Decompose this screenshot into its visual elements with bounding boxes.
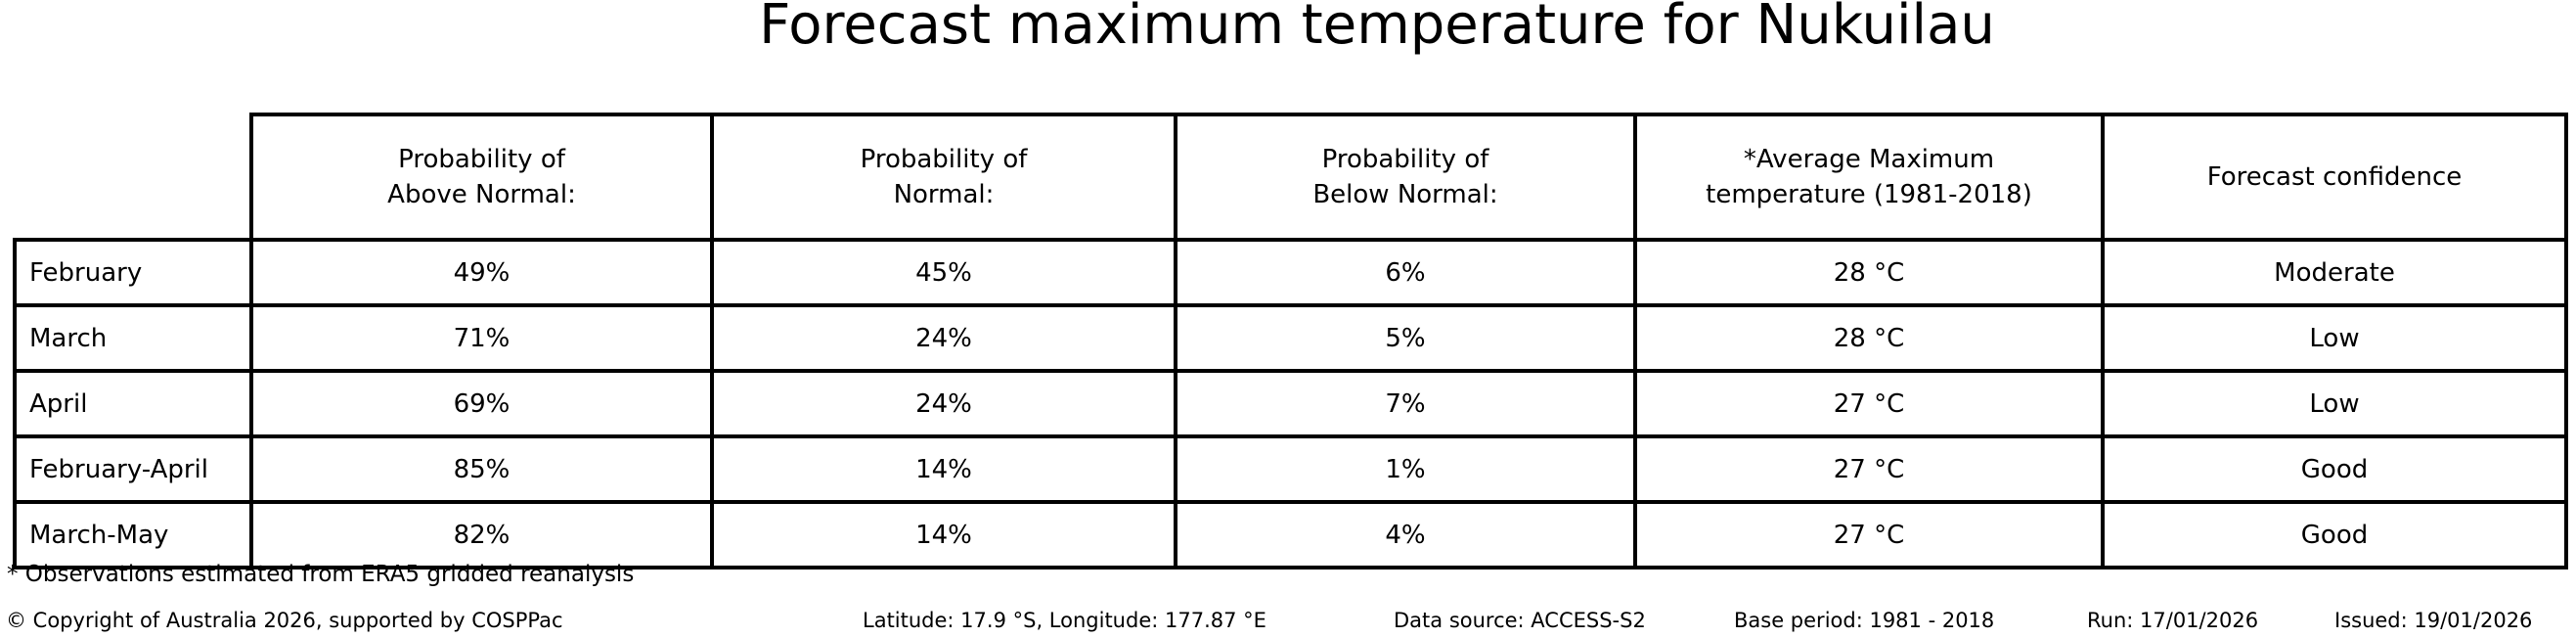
cell-above-normal: 82% (249, 500, 714, 570)
col-header-avg-max-temp: *Average Maximum temperature (1981-2018) (1633, 113, 2105, 242)
header-row: Probability of Above Normal: Probability… (15, 113, 2568, 242)
cell-avg-max-temp: 27 °C (1633, 369, 2105, 438)
cell-avg-max-temp: 28 °C (1633, 238, 2105, 307)
table-row-march-may: March-May 82% 14% 4% 27 °C Good (13, 500, 2568, 570)
cell-normal: 24% (710, 303, 1177, 373)
location-text: Latitude: 17.9 °S, Longitude: 177.87 °E (863, 609, 1266, 632)
table-row-february: February 49% 45% 6% 28 °C Moderate (13, 238, 2568, 307)
copyright-text: © Copyright of Australia 2026, supported… (6, 609, 563, 632)
cell-avg-max-temp: 27 °C (1633, 434, 2105, 504)
figure-title: Forecast maximum temperature for Nukuila… (759, 0, 1995, 57)
cell-avg-max-temp: 28 °C (1633, 303, 2105, 373)
row-label: February (13, 238, 253, 307)
row-label: February-April (13, 434, 253, 504)
table-row-march: March 71% 24% 5% 28 °C Low (13, 303, 2568, 373)
cell-confidence: Moderate (2101, 238, 2568, 307)
cell-below-normal: 6% (1174, 238, 1637, 307)
col-header-below-normal: Probability of Below Normal: (1174, 113, 1637, 242)
data-source-text: Data source: ACCESS-S2 (1394, 609, 1646, 632)
cell-confidence: Good (2101, 500, 2568, 570)
corner-cell (15, 114, 251, 240)
cell-normal: 14% (710, 434, 1177, 504)
cell-below-normal: 7% (1174, 369, 1637, 438)
row-label: March (13, 303, 253, 373)
cell-above-normal: 49% (249, 238, 714, 307)
cell-avg-max-temp: 27 °C (1633, 500, 2105, 570)
col-header-normal: Probability of Normal: (710, 113, 1177, 242)
row-label: April (13, 369, 253, 438)
base-period-text: Base period: 1981 - 2018 (1734, 609, 1995, 632)
cell-above-normal: 85% (249, 434, 714, 504)
col-header-above-normal: Probability of Above Normal: (249, 113, 714, 242)
issued-date-text: Issued: 19/01/2026 (2334, 609, 2533, 632)
col-header-forecast-confidence: Forecast confidence (2101, 113, 2568, 242)
forecast-table: Probability of Above Normal: Probability… (13, 113, 2568, 570)
cell-above-normal: 71% (249, 303, 714, 373)
cell-normal: 24% (710, 369, 1177, 438)
cell-below-normal: 4% (1174, 500, 1637, 570)
cell-confidence: Good (2101, 434, 2568, 504)
cell-normal: 45% (710, 238, 1177, 307)
row-label: March-May (13, 500, 253, 570)
footnote: * Observations estimated from ERA5 gridd… (7, 562, 635, 587)
cell-below-normal: 1% (1174, 434, 1637, 504)
cell-confidence: Low (2101, 369, 2568, 438)
cell-normal: 14% (710, 500, 1177, 570)
cell-below-normal: 5% (1174, 303, 1637, 373)
cell-above-normal: 69% (249, 369, 714, 438)
table-row-april: April 69% 24% 7% 27 °C Low (13, 369, 2568, 438)
table-row-february-april: February-April 85% 14% 1% 27 °C Good (13, 434, 2568, 504)
cell-confidence: Low (2101, 303, 2568, 373)
run-date-text: Run: 17/01/2026 (2087, 609, 2259, 632)
